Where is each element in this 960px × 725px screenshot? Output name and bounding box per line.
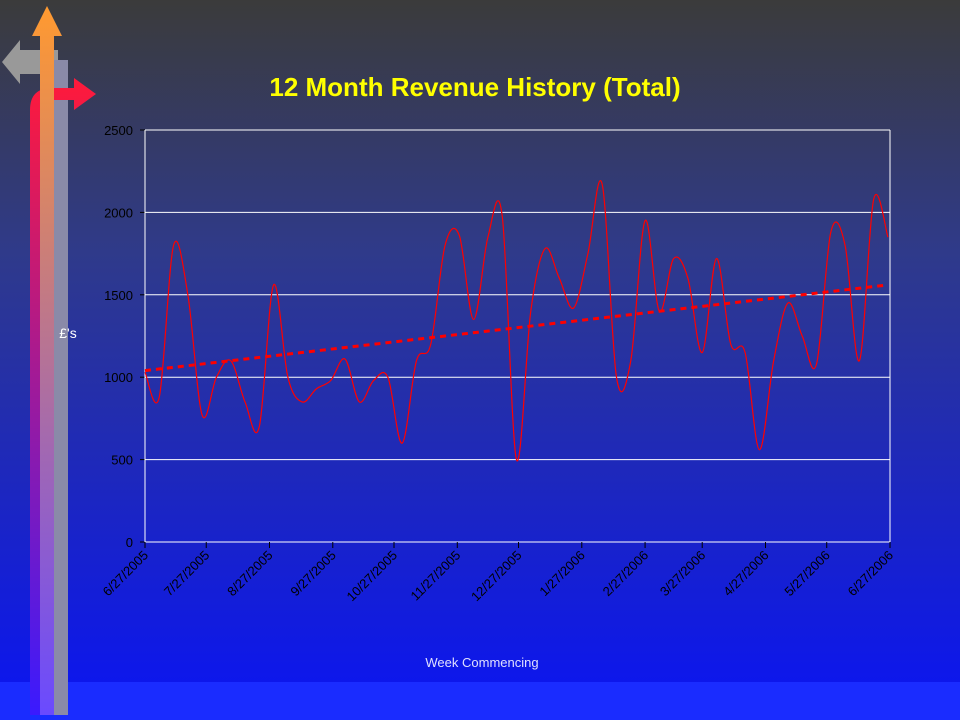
y-tick-label: 500: [111, 453, 133, 468]
y-tick-label: 2000: [104, 205, 133, 220]
chart-title: 12 Month Revenue History (Total): [269, 72, 680, 102]
trendline: [144, 283, 889, 373]
footer-band: [0, 682, 960, 720]
decor-bar: [54, 60, 68, 715]
y-tick-label: 1000: [104, 370, 133, 385]
y-axis-label: £'s: [59, 325, 76, 341]
x-axis-label: Week Commencing: [425, 655, 538, 670]
line-series: [144, 180, 889, 462]
y-tick-label: 1500: [104, 288, 133, 303]
y-tick-label: 0: [126, 535, 133, 550]
y-tick-label: 2500: [104, 123, 133, 138]
decor-arrow-up: [32, 6, 62, 715]
